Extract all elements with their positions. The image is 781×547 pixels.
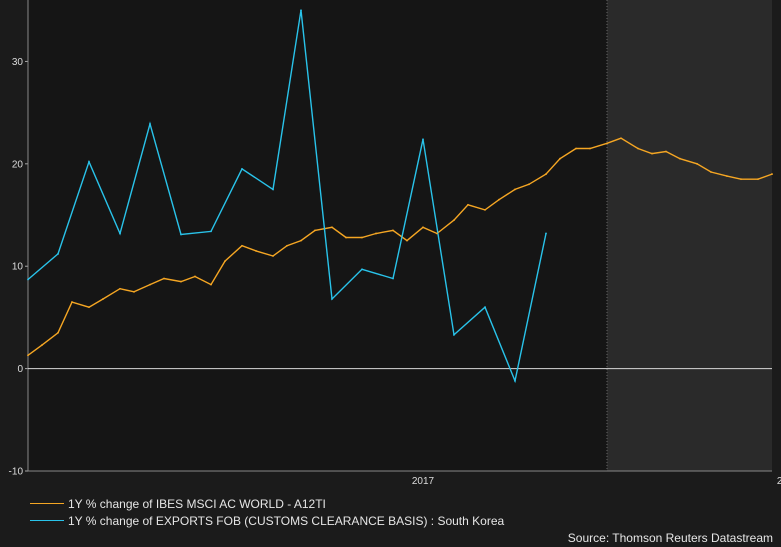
data-point-series-0 — [331, 226, 333, 229]
y-tick-label: 30 — [12, 57, 24, 68]
y-tick-label: 10 — [12, 262, 24, 273]
data-point-series-0 — [696, 162, 698, 165]
data-point-series-0 — [255, 249, 257, 252]
x-tick-label: 2017 — [412, 476, 435, 487]
data-point-series-1 — [210, 230, 212, 233]
data-point-series-0 — [119, 287, 121, 290]
data-point-series-1 — [272, 188, 274, 191]
data-point-series-0 — [194, 275, 196, 278]
data-point-series-0 — [102, 298, 104, 300]
data-point-series-1 — [88, 160, 90, 163]
data-point-series-1 — [453, 333, 455, 336]
data-point-series-1 — [361, 268, 363, 271]
legend-swatch-exports — [30, 520, 64, 521]
data-point-series-0 — [771, 173, 773, 175]
data-point-series-0 — [272, 255, 274, 257]
data-point-series-0 — [589, 147, 591, 150]
data-point-series-0 — [740, 178, 742, 181]
data-point-series-0 — [71, 301, 73, 303]
data-point-series-0 — [422, 226, 424, 229]
data-point-series-1 — [545, 232, 547, 235]
data-point-series-0 — [133, 290, 135, 293]
data-point-series-0 — [57, 331, 59, 334]
data-point-series-1 — [180, 233, 182, 236]
data-point-series-0 — [559, 157, 561, 160]
y-tick-label: 20 — [12, 159, 24, 170]
data-point-series-1 — [422, 138, 424, 141]
data-point-series-0 — [467, 203, 469, 206]
legend: 1Y % change of IBES MSCI AC WORLD - A12T… — [30, 495, 504, 529]
data-point-series-0 — [620, 137, 622, 140]
data-points — [27, 9, 773, 382]
data-point-series-0 — [300, 239, 302, 242]
data-point-series-1 — [392, 277, 394, 280]
data-point-series-0 — [484, 209, 486, 211]
data-point-series-0 — [361, 236, 363, 239]
data-point-series-0 — [314, 229, 316, 232]
data-point-series-0 — [757, 178, 759, 181]
data-point-series-0 — [375, 232, 377, 235]
data-point-series-0 — [27, 354, 29, 357]
x-axis: 2017 2018 — [27, 0, 781, 487]
data-point-series-1 — [57, 253, 59, 255]
y-tick-label: -10 — [9, 467, 24, 478]
data-point-series-0 — [528, 183, 530, 186]
data-point-series-0 — [606, 142, 608, 145]
data-point-series-0 — [637, 147, 639, 150]
data-point-series-0 — [180, 280, 182, 283]
data-point-series-0 — [436, 232, 438, 235]
data-point-series-0 — [679, 157, 681, 160]
plot-background-2017 — [28, 0, 607, 471]
data-point-series-0 — [498, 198, 500, 201]
data-point-series-0 — [345, 236, 347, 239]
data-point-series-1 — [119, 232, 121, 235]
data-point-series-0 — [88, 306, 90, 309]
legend-item-msci: 1Y % change of IBES MSCI AC WORLD - A12T… — [30, 495, 504, 512]
data-point-series-0 — [210, 283, 212, 286]
data-point-series-0 — [453, 219, 455, 222]
data-point-series-1 — [241, 168, 243, 170]
y-tick-label: 0 — [17, 364, 23, 375]
data-point-series-1 — [27, 278, 29, 281]
data-point-series-1 — [300, 9, 302, 12]
data-point-series-0 — [286, 244, 288, 247]
series-line-msci-world — [27, 137, 773, 356]
data-point-series-0 — [241, 244, 243, 247]
data-point-series-0 — [710, 171, 712, 173]
data-point-series-1 — [514, 379, 516, 382]
data-point-series-0 — [514, 188, 516, 191]
legend-swatch-msci — [30, 503, 64, 504]
data-point-series-0 — [149, 283, 151, 286]
plot-background-2018 — [607, 0, 772, 471]
data-point-series-0 — [406, 239, 408, 242]
data-point-series-0 — [651, 152, 653, 155]
legend-item-exports: 1Y % change of EXPORTS FOB (CUSTOMS CLEA… — [30, 512, 504, 529]
data-point-series-0 — [41, 344, 43, 346]
data-point-series-0 — [726, 175, 728, 178]
data-point-series-0 — [545, 173, 547, 175]
source-note: Source: Thomson Reuters Datastream — [567, 531, 773, 545]
x-tick-label: 2018 — [777, 476, 781, 487]
data-point-series-0 — [224, 260, 226, 262]
y-axis: -10 0 10 20 30 — [9, 57, 28, 478]
data-point-series-0 — [392, 229, 394, 232]
legend-label-exports: 1Y % change of EXPORTS FOB (CUSTOMS CLEA… — [68, 513, 505, 528]
series-line-south-korea-exports — [27, 10, 547, 384]
data-point-series-1 — [331, 298, 333, 300]
data-point-series-1 — [484, 306, 486, 309]
data-point-series-0 — [665, 150, 667, 153]
data-point-series-0 — [575, 147, 577, 150]
legend-label-msci: 1Y % change of IBES MSCI AC WORLD - A12T… — [68, 496, 326, 511]
data-point-series-0 — [163, 277, 165, 280]
data-point-series-1 — [149, 122, 151, 125]
